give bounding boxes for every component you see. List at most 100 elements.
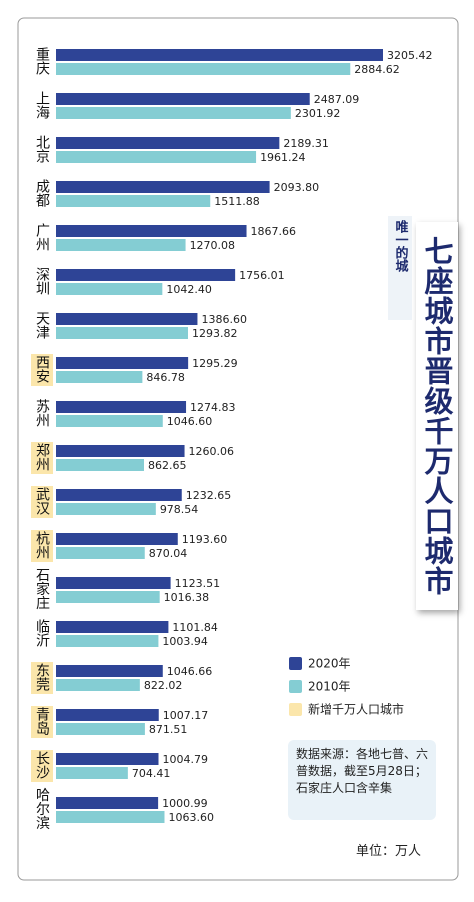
- chart-title: 七座城市晋级千万人口城市: [416, 222, 458, 610]
- frame: [17, 17, 459, 881]
- value-label: 1511.88: [214, 195, 260, 208]
- category-label: 郑州: [34, 443, 50, 471]
- value-label: 1386.60: [201, 313, 247, 326]
- bar: [56, 181, 270, 193]
- bar: [56, 401, 187, 413]
- value-label: 1193.60: [182, 533, 228, 546]
- bar: [56, 137, 280, 149]
- bar: [56, 503, 156, 515]
- bar: [56, 459, 145, 471]
- value-label: 1003.94: [162, 635, 208, 648]
- value-label: 978.54: [160, 503, 199, 516]
- category-label: 西安: [34, 355, 50, 383]
- category-label: 临沂: [34, 619, 50, 647]
- value-label: 1270.08: [190, 239, 236, 252]
- category-label: 武汉: [34, 487, 50, 515]
- legend-label: 2020年: [308, 657, 351, 671]
- value-label: 2301.92: [295, 107, 341, 120]
- category-label: 天津: [34, 311, 50, 339]
- value-label: 871.51: [149, 723, 188, 736]
- value-label: 2884.62: [354, 63, 400, 76]
- category-label: 北京: [34, 135, 50, 163]
- category-label: 成都: [34, 179, 50, 207]
- value-label: 1123.51: [175, 577, 221, 590]
- unit-note: 单位：万人: [356, 844, 422, 859]
- bar: [56, 533, 178, 545]
- bar: [56, 547, 145, 559]
- bar: [56, 723, 145, 735]
- value-label: 1293.82: [192, 327, 238, 340]
- bar: [56, 591, 160, 603]
- subtitle: 唯一的城: [388, 216, 412, 320]
- category-label: 深圳: [34, 267, 50, 295]
- category-label: 重庆: [34, 47, 50, 75]
- legend-swatch: [289, 703, 302, 716]
- value-label: 3205.42: [387, 49, 433, 62]
- value-label: 1063.60: [169, 811, 215, 824]
- value-label: 1046.60: [167, 415, 213, 428]
- bar: [56, 679, 140, 691]
- value-label: 1867.66: [251, 225, 297, 238]
- value-label: 1260.06: [189, 445, 235, 458]
- bar: [56, 665, 163, 677]
- highlight-box: [31, 530, 53, 562]
- bar: [56, 93, 310, 105]
- bar: [56, 49, 383, 61]
- bar: [56, 415, 163, 427]
- value-label: 822.02: [144, 679, 183, 692]
- value-label: 1046.66: [167, 665, 213, 678]
- value-label: 2189.31: [283, 137, 329, 150]
- bar: [56, 269, 236, 281]
- bar: [56, 445, 185, 457]
- bar: [56, 357, 189, 369]
- value-label: 2093.80: [274, 181, 320, 194]
- value-label: 1295.29: [192, 357, 238, 370]
- value-label: 1274.83: [190, 401, 236, 414]
- category-label: 石家庄: [34, 568, 50, 610]
- legend-swatch: [289, 657, 302, 670]
- bar: [56, 709, 159, 721]
- category-label: 青岛: [34, 707, 50, 735]
- bar: [56, 371, 143, 383]
- value-label: 1756.01: [239, 269, 285, 282]
- bar: [56, 151, 257, 163]
- value-label: 862.65: [148, 459, 187, 472]
- category-label: 杭州: [34, 531, 50, 559]
- bar: [56, 797, 159, 809]
- value-label: 704.41: [132, 767, 171, 780]
- highlight-box: [31, 750, 53, 782]
- legend-swatch: [289, 680, 302, 693]
- value-label: 1007.17: [163, 709, 209, 722]
- value-label: 846.78: [146, 371, 185, 384]
- legend-label: 2010年: [308, 680, 351, 694]
- bar: [56, 767, 128, 779]
- legend-label: 新增千万人口城市: [308, 702, 404, 717]
- bar: [56, 195, 211, 207]
- highlight-box: [31, 354, 53, 386]
- bar: [56, 239, 186, 251]
- highlight-box: [31, 486, 53, 518]
- category-label: 上海: [34, 91, 50, 119]
- category-label: 广州: [34, 223, 50, 251]
- highlight-box: [31, 662, 53, 694]
- value-label: 1101.84: [172, 621, 218, 634]
- value-label: 1042.40: [166, 283, 212, 296]
- bar: [56, 283, 163, 295]
- category-label: 长沙: [34, 751, 50, 779]
- value-label: 1000.99: [162, 797, 208, 810]
- bar: [56, 489, 182, 501]
- bar: [56, 225, 247, 237]
- value-label: 1232.65: [186, 489, 232, 502]
- bar: [56, 811, 165, 823]
- bar: [56, 107, 291, 119]
- category-label: 东莞: [34, 663, 50, 692]
- value-label: 870.04: [149, 547, 188, 560]
- bar: [56, 577, 171, 589]
- bar: [56, 327, 188, 339]
- category-label: 苏州: [34, 399, 50, 427]
- bar: [56, 621, 169, 633]
- source-note: 数据来源：各地七普、六普数据，截至5月28日；石家庄人口含辛集: [288, 740, 436, 820]
- bar: [56, 313, 198, 325]
